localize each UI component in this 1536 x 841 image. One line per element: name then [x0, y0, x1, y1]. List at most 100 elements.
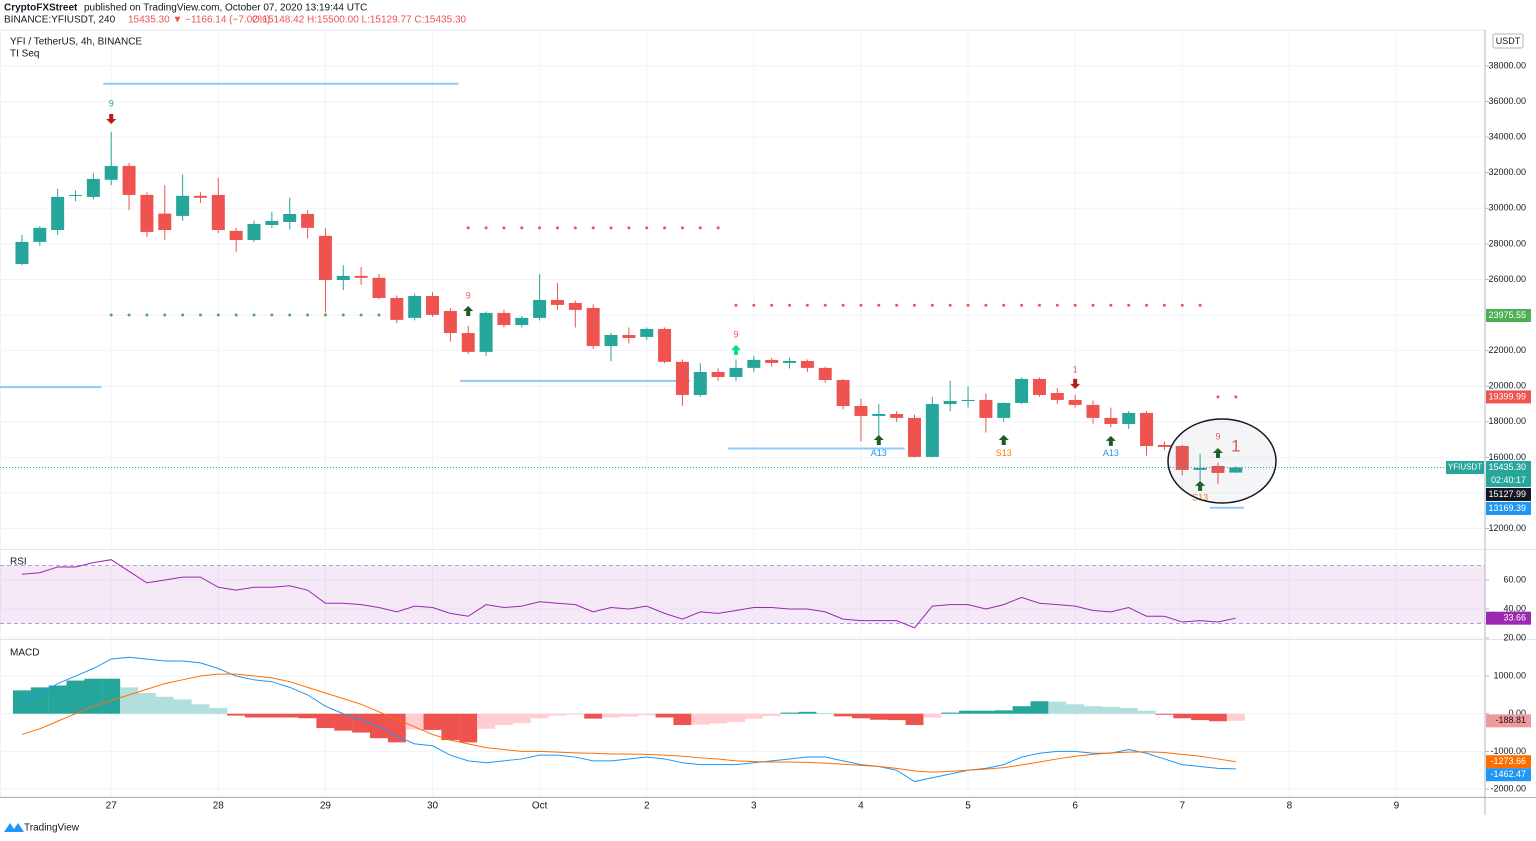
candle-body: [1050, 393, 1064, 400]
candle-body: [140, 194, 154, 232]
seq-dot: [163, 313, 167, 317]
seq-label: A13: [871, 448, 887, 458]
seq-dot: [359, 313, 363, 317]
seq-dot: [466, 226, 470, 230]
price-label: 15127.99: [1488, 489, 1526, 499]
macd-histogram: [673, 713, 692, 726]
footer: TradingView: [24, 823, 80, 834]
seq-label: 9: [733, 329, 738, 339]
macd-histogram: [1137, 710, 1156, 714]
macd-histogram: [941, 712, 960, 714]
seq-label: 1: [1073, 364, 1078, 374]
macd-histogram: [976, 710, 995, 714]
macd-histogram: [512, 713, 531, 724]
seq-arrow: [1195, 480, 1206, 491]
macd-histogram: [316, 713, 335, 729]
macd-label-bg: [1486, 755, 1531, 769]
seq-dot: [377, 313, 381, 317]
candle-body: [515, 317, 529, 326]
price-label: 15435.30: [1488, 462, 1526, 472]
candle-body: [390, 297, 404, 320]
seq-dot: [895, 303, 899, 307]
x-tick-label: 6: [1072, 801, 1078, 812]
candle-body: [497, 312, 511, 326]
candle-body: [86, 178, 100, 197]
seq-dot: [181, 313, 185, 317]
seq-dot: [1162, 303, 1166, 307]
macd-histogram: [209, 708, 228, 714]
y-tick-label: 0.00: [1508, 708, 1526, 718]
seq-dot: [663, 226, 667, 230]
candle-body: [426, 296, 440, 315]
candle-body: [890, 414, 904, 418]
candle-body: [318, 235, 332, 281]
x-tick-label: 28: [213, 801, 225, 812]
candle-body: [1211, 465, 1225, 473]
seq-dot: [752, 303, 756, 307]
macd-histogram: [923, 713, 942, 718]
seq-dot: [948, 303, 952, 307]
candle-body: [675, 361, 689, 395]
candle-body: [1015, 378, 1029, 403]
seq-dot: [1127, 303, 1131, 307]
macd-title: MACD: [10, 648, 39, 659]
macd-histogram: [762, 713, 781, 716]
seq-dot: [145, 313, 149, 317]
candle-body: [604, 334, 618, 347]
macd-histogram: [334, 713, 353, 731]
seq-label: 9: [466, 290, 471, 300]
candle-body: [176, 195, 190, 216]
author: CryptoFXStreet: [4, 3, 78, 14]
seq-label: 9: [109, 98, 114, 108]
macd-histogram: [369, 713, 388, 739]
candle-body: [301, 213, 315, 228]
currency-badge: [1492, 33, 1524, 49]
candle-body: [711, 372, 725, 377]
y-tick-label: 28000.00: [1488, 238, 1526, 248]
macd-histogram: [459, 713, 478, 743]
candle-body: [461, 333, 475, 352]
macd-histogram: [1226, 713, 1245, 721]
seq-dot: [788, 303, 792, 307]
seq-dot: [1198, 303, 1202, 307]
change: 15435.30 ▼ −1166.14 (−7.02%): [128, 15, 270, 26]
y-tick-label: 16000.00: [1488, 452, 1526, 462]
candle-body: [1193, 467, 1207, 470]
candle-body: [69, 194, 83, 196]
x-tick-label: 2: [644, 801, 650, 812]
macd-histogram: [494, 713, 513, 726]
seq-label: A13: [1103, 448, 1119, 458]
seq-dot: [198, 313, 202, 317]
macd-histogram: [1191, 713, 1210, 721]
seq-arrow: [730, 344, 741, 355]
candle-body: [854, 405, 868, 416]
macd-line: [21, 673, 1236, 773]
macd-label: -1273.66: [1490, 756, 1526, 766]
y-tick-label: 18000.00: [1488, 416, 1526, 426]
x-tick-label: 29: [320, 801, 332, 812]
macd-label-bg: [1486, 768, 1531, 782]
macd-histogram: [191, 704, 210, 714]
seq-dot: [841, 303, 845, 307]
y-tick-label: 40.00: [1503, 603, 1526, 613]
seq-dot: [234, 313, 238, 317]
seq-dot: [323, 313, 327, 317]
macd-histogram: [405, 713, 424, 730]
y-tick-label: 1000.00: [1493, 670, 1526, 680]
price-label: 19399.99: [1488, 391, 1526, 401]
seq-dot: [805, 303, 809, 307]
currency: USDT: [1496, 36, 1521, 46]
seq-dot: [538, 226, 542, 230]
x-tick-label: 30: [427, 801, 439, 812]
macd-histogram: [709, 713, 728, 724]
seq-arrow: [1070, 378, 1081, 389]
x-tick-label: 4: [858, 801, 864, 812]
candle-body: [265, 220, 279, 226]
candle-body: [122, 165, 136, 195]
price-label: 23975.55: [1488, 310, 1526, 320]
macd-histogram: [102, 678, 121, 714]
macd-histogram: [477, 713, 496, 729]
macd-histogram: [66, 680, 85, 714]
macd-histogram: [780, 712, 799, 714]
seq-dot: [1145, 303, 1149, 307]
